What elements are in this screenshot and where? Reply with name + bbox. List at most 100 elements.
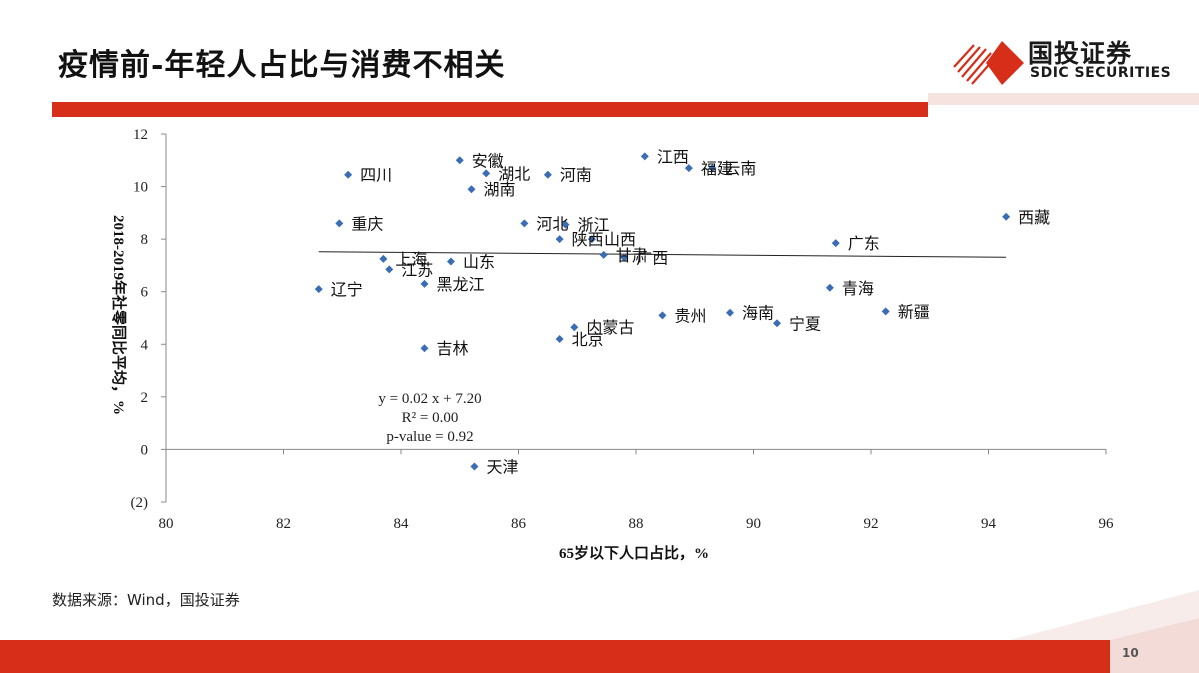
data-point (314, 285, 323, 294)
x-tick-label: 96 (1099, 516, 1115, 532)
data-points (314, 152, 1011, 471)
regression-stat: p-value = 0.92 (386, 429, 473, 445)
page-number: 10 (1122, 646, 1139, 660)
data-point (379, 254, 388, 263)
data-point-label: 西藏 (1018, 208, 1050, 227)
data-source-note: 数据来源：Wind，国投证券 (52, 591, 240, 609)
x-tick-label: 82 (276, 516, 291, 532)
data-point-label: 浙江 (578, 216, 610, 235)
data-point (1002, 212, 1011, 221)
data-point (467, 185, 476, 194)
chart-axes: (2) 0 2 4 6 8 10 12 80 82 84 86 88 90 92 94 96 (131, 127, 1115, 532)
regression-annotation: y = 0.02 x + 7.20 R² = 0.00 p-value = 0.92 (378, 391, 481, 445)
data-point (726, 308, 734, 317)
regression-stat: R² = 0.00 (402, 410, 459, 426)
data-point-label: 内蒙古 (586, 318, 634, 337)
data-point (684, 164, 693, 173)
data-point (658, 311, 667, 320)
data-point-label: 湖南 (484, 180, 516, 199)
data-point-label: 重庆 (351, 214, 383, 233)
data-point (482, 169, 491, 178)
data-point (708, 164, 717, 173)
data-point-label: 甘肃 (616, 246, 648, 265)
data-point (773, 319, 781, 328)
logo-icon (953, 41, 1024, 85)
data-point (831, 239, 840, 248)
data-point (385, 265, 394, 274)
y-tick-label: 8 (141, 232, 149, 248)
data-point (587, 235, 596, 244)
x-tick-label: 86 (511, 516, 527, 532)
data-point (455, 156, 464, 165)
data-point (335, 219, 344, 228)
data-point-label: 新疆 (898, 302, 930, 321)
data-point (620, 253, 629, 262)
data-point (561, 220, 570, 229)
data-point-label: 吉林 (437, 339, 469, 358)
data-point-label: 四川 (360, 166, 392, 185)
trendline (318, 251, 1007, 258)
data-point-label: 青海 (842, 279, 874, 298)
y-tick-label: 6 (141, 285, 149, 301)
y-tick-label: 10 (133, 180, 148, 196)
data-point-label: 辽宁 (331, 280, 363, 299)
y-tick-label: 4 (141, 337, 149, 353)
data-point-label: 陕西 (572, 230, 604, 249)
data-point-label: 江西 (657, 147, 689, 166)
x-axis-title: 65岁以下人口占比，% (559, 544, 709, 562)
data-point-label: 山西 (604, 230, 636, 249)
data-point-label: 贵州 (674, 306, 706, 325)
data-point (825, 283, 834, 292)
data-point (555, 235, 564, 244)
footer-bar (0, 640, 1110, 673)
trendline-group (318, 251, 1007, 258)
brand-logo: 国投证券 SDIC SECURITIES (950, 32, 1190, 92)
y-tick-label: 2 (141, 390, 149, 406)
x-tick-label: 80 (159, 516, 174, 532)
data-point-label: 湖北 (498, 164, 530, 183)
data-point (520, 219, 529, 228)
data-point-label: 宁夏 (789, 314, 821, 333)
data-point (881, 307, 890, 316)
data-point (420, 344, 429, 353)
data-point (470, 462, 479, 471)
data-point (640, 152, 649, 161)
x-tick-label: 84 (394, 516, 410, 532)
data-point (570, 323, 579, 332)
data-point (555, 335, 564, 344)
y-tick-label: (2) (131, 495, 149, 511)
brand-name-cn: 国投证券 (1028, 39, 1133, 68)
page-title: 疫情前-年轻人占比与消费不相关 (58, 48, 506, 83)
x-tick-label: 90 (746, 516, 761, 532)
data-point-label: 天津 (486, 458, 518, 477)
y-tick-label: 0 (141, 442, 149, 458)
brand-name-en: SDIC SECURITIES (1030, 65, 1172, 81)
data-point-label: 广东 (848, 234, 880, 253)
data-point-label: 北京 (572, 330, 604, 349)
data-point-label: 福建 (701, 159, 733, 178)
header-divider (52, 102, 928, 117)
data-point-label: 山东 (463, 252, 495, 271)
x-tick-label: 94 (981, 516, 997, 532)
regression-stat: y = 0.02 x + 7.20 (378, 391, 481, 407)
data-point (543, 170, 552, 179)
data-point (344, 170, 353, 179)
y-tick-label: 12 (133, 127, 148, 143)
data-point (599, 250, 608, 259)
x-tick-label: 92 (864, 516, 879, 532)
data-point-label: 江苏 (401, 260, 433, 279)
data-point-label: 云南 (724, 159, 756, 178)
data-point-label: 上海 (395, 250, 427, 269)
header-accent-bar (928, 93, 1199, 105)
data-point-label: 安徽 (472, 151, 504, 170)
data-point-label: 广西 (636, 249, 668, 268)
data-point (446, 257, 455, 266)
data-point-label: 海南 (742, 304, 774, 323)
data-point (420, 279, 429, 288)
data-point-label: 河南 (560, 166, 592, 185)
data-point-label: 黑龙江 (437, 275, 485, 294)
data-point-label: 河北 (536, 214, 568, 233)
x-tick-label: 88 (629, 516, 644, 532)
